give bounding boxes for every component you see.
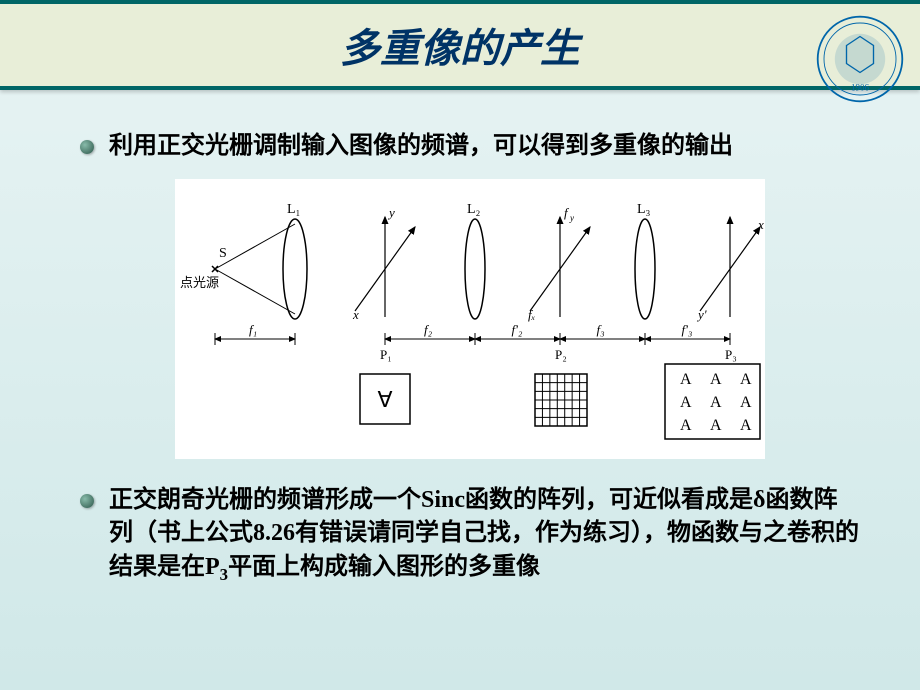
university-logo: 1906	[815, 14, 905, 104]
svg-text:L₂: L₂	[467, 202, 481, 217]
svg-text:fₓ: fₓ	[528, 307, 536, 322]
logo-year: 1906	[851, 83, 870, 93]
svg-text:点光源: 点光源	[180, 275, 219, 290]
bullet-1: 利用正交光栅调制输入图像的频谱，可以得到多重像的输出	[80, 130, 860, 164]
bullet-icon	[80, 494, 94, 508]
svg-text:A: A	[740, 417, 752, 434]
optical-diagram: S点光源L₁L₂L₃yxP₁fyfₓP₂ x'y'P₃f₁f₂f'₂f₃f'₃∀…	[175, 179, 765, 459]
svg-text:A: A	[740, 371, 752, 388]
svg-text:A: A	[680, 371, 692, 388]
svg-text:A: A	[710, 394, 722, 411]
svg-text:x: x	[352, 307, 359, 322]
bullet-2-text: 正交朗奇光栅的频谱形成一个Sinc函数的阵列，可近似看成是δ函数阵列（书上公式8…	[109, 484, 860, 587]
bullet-1-text: 利用正交光栅调制输入图像的频谱，可以得到多重像的输出	[109, 130, 733, 164]
slide-title: 多重像的产生	[340, 16, 580, 74]
svg-text:f₁: f₁	[249, 322, 257, 337]
slide-header: 多重像的产生 1906	[0, 0, 920, 90]
svg-text:y': y'	[696, 307, 707, 322]
svg-text:S: S	[219, 246, 227, 261]
svg-text:L₁: L₁	[287, 202, 300, 217]
svg-text:∀: ∀	[377, 387, 392, 412]
svg-text:x': x'	[757, 217, 765, 232]
svg-text:A: A	[680, 394, 692, 411]
svg-text:f₂: f₂	[424, 322, 433, 337]
svg-text:f'₃: f'₃	[682, 322, 693, 337]
bullet-2: 正交朗奇光栅的频谱形成一个Sinc函数的阵列，可近似看成是δ函数阵列（书上公式8…	[80, 484, 860, 587]
svg-text:A: A	[680, 417, 692, 434]
svg-text:y: y	[387, 205, 395, 220]
slide-content: 利用正交光栅调制输入图像的频谱，可以得到多重像的输出 S点光源 L₁ L₂ L₃ y x P…	[0, 90, 920, 621]
svg-text:P₂: P₂	[555, 347, 567, 362]
svg-text:P₁: P₁	[380, 347, 392, 362]
svg-text:y: y	[569, 213, 574, 223]
svg-text:L₃: L₃	[637, 202, 651, 217]
bullet-icon	[80, 140, 94, 154]
svg-text:A: A	[710, 417, 722, 434]
svg-text:P₃: P₃	[725, 347, 737, 362]
svg-text:f'₂: f'₂	[512, 322, 523, 337]
svg-text:A: A	[740, 394, 752, 411]
svg-text:f₃: f₃	[597, 322, 605, 337]
svg-text:A: A	[710, 371, 722, 388]
